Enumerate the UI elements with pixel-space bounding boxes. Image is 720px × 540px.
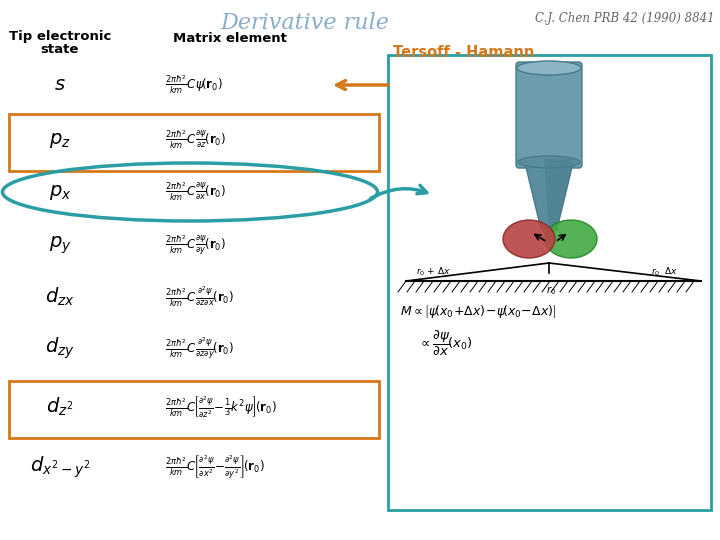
Text: Derivative rule: Derivative rule bbox=[220, 12, 390, 34]
Text: $\frac{2\pi\hbar^2}{km}C\frac{\partial\psi}{\partial x}\!\left(\mathbf{r}_0\righ: $\frac{2\pi\hbar^2}{km}C\frac{\partial\p… bbox=[165, 181, 226, 203]
Text: $p_y$: $p_y$ bbox=[49, 234, 71, 256]
Text: C.J. Chen PRB 42 (1990) 8841: C.J. Chen PRB 42 (1990) 8841 bbox=[536, 12, 715, 25]
FancyBboxPatch shape bbox=[388, 55, 711, 510]
Text: $\frac{2\pi\hbar^2}{km}C\frac{\partial\psi}{\partial z}\!\left(\mathbf{r}_0\righ: $\frac{2\pi\hbar^2}{km}C\frac{\partial\p… bbox=[165, 129, 226, 151]
Text: Tip electronic: Tip electronic bbox=[9, 30, 111, 43]
Text: state: state bbox=[41, 43, 79, 56]
Text: $p_z$: $p_z$ bbox=[49, 131, 71, 150]
Text: $\frac{2\pi\hbar^2}{km}C\frac{\partial^2\psi}{\partial z\partial y}\!\left(\math: $\frac{2\pi\hbar^2}{km}C\frac{\partial^2… bbox=[165, 335, 234, 361]
Text: $r_{\rm 0}$: $r_{\rm 0}$ bbox=[546, 284, 556, 297]
Text: $\frac{2\pi\hbar^2}{km}C\!\left[\frac{\partial^2\psi}{\partial z^2}\!-\!\frac{1}: $\frac{2\pi\hbar^2}{km}C\!\left[\frac{\p… bbox=[165, 394, 276, 420]
Text: $r_{\rm 0}$ + $\Delta x$: $r_{\rm 0}$ + $\Delta x$ bbox=[416, 266, 451, 279]
Text: $\propto \dfrac{\partial\psi}{\partial x}\!\left(x_0\right)$: $\propto \dfrac{\partial\psi}{\partial x… bbox=[418, 328, 473, 357]
Ellipse shape bbox=[518, 156, 580, 168]
Text: $d_{zy}$: $d_{zy}$ bbox=[45, 335, 75, 361]
Polygon shape bbox=[544, 159, 574, 237]
Text: $d_{z^2}$: $d_{z^2}$ bbox=[46, 396, 73, 418]
Ellipse shape bbox=[545, 220, 597, 258]
Ellipse shape bbox=[517, 61, 581, 75]
Text: $\frac{2\pi\hbar^2}{km}C\psi\!\left(\mathbf{r}_0\right)$: $\frac{2\pi\hbar^2}{km}C\psi\!\left(\mat… bbox=[165, 74, 222, 96]
Text: $\frac{2\pi\hbar^2}{km}C\frac{\partial^2\psi}{\partial z\partial x}\!\left(\math: $\frac{2\pi\hbar^2}{km}C\frac{\partial^2… bbox=[165, 285, 234, 309]
Text: $p_x$: $p_x$ bbox=[49, 183, 71, 201]
Text: $\frac{2\pi\hbar^2}{km}C\frac{\partial\psi}{\partial y}\!\left(\mathbf{r}_0\righ: $\frac{2\pi\hbar^2}{km}C\frac{\partial\p… bbox=[165, 233, 226, 256]
Polygon shape bbox=[524, 159, 574, 237]
Text: $s$: $s$ bbox=[54, 76, 66, 94]
Text: $M \propto \left[\psi\!\left(x_0\!+\!\Delta x\right)\!-\!\psi\!\left(x_0\!-\!\De: $M \propto \left[\psi\!\left(x_0\!+\!\De… bbox=[400, 302, 557, 320]
Text: Tersoff - Hamann: Tersoff - Hamann bbox=[393, 45, 534, 60]
FancyBboxPatch shape bbox=[516, 62, 582, 168]
Text: $\frac{2\pi\hbar^2}{km}C\!\left[\frac{\partial^2\psi}{\partial x^2}\!-\!\frac{\p: $\frac{2\pi\hbar^2}{km}C\!\left[\frac{\p… bbox=[165, 453, 265, 481]
Text: $r_{\rm 0}$  $\Delta x$: $r_{\rm 0}$ $\Delta x$ bbox=[651, 266, 678, 279]
Text: Matrix element: Matrix element bbox=[173, 32, 287, 45]
Text: $d_{x^2-y^2}$: $d_{x^2-y^2}$ bbox=[30, 454, 90, 480]
Ellipse shape bbox=[503, 220, 555, 258]
Text: $d_{zx}$: $d_{zx}$ bbox=[45, 286, 75, 308]
